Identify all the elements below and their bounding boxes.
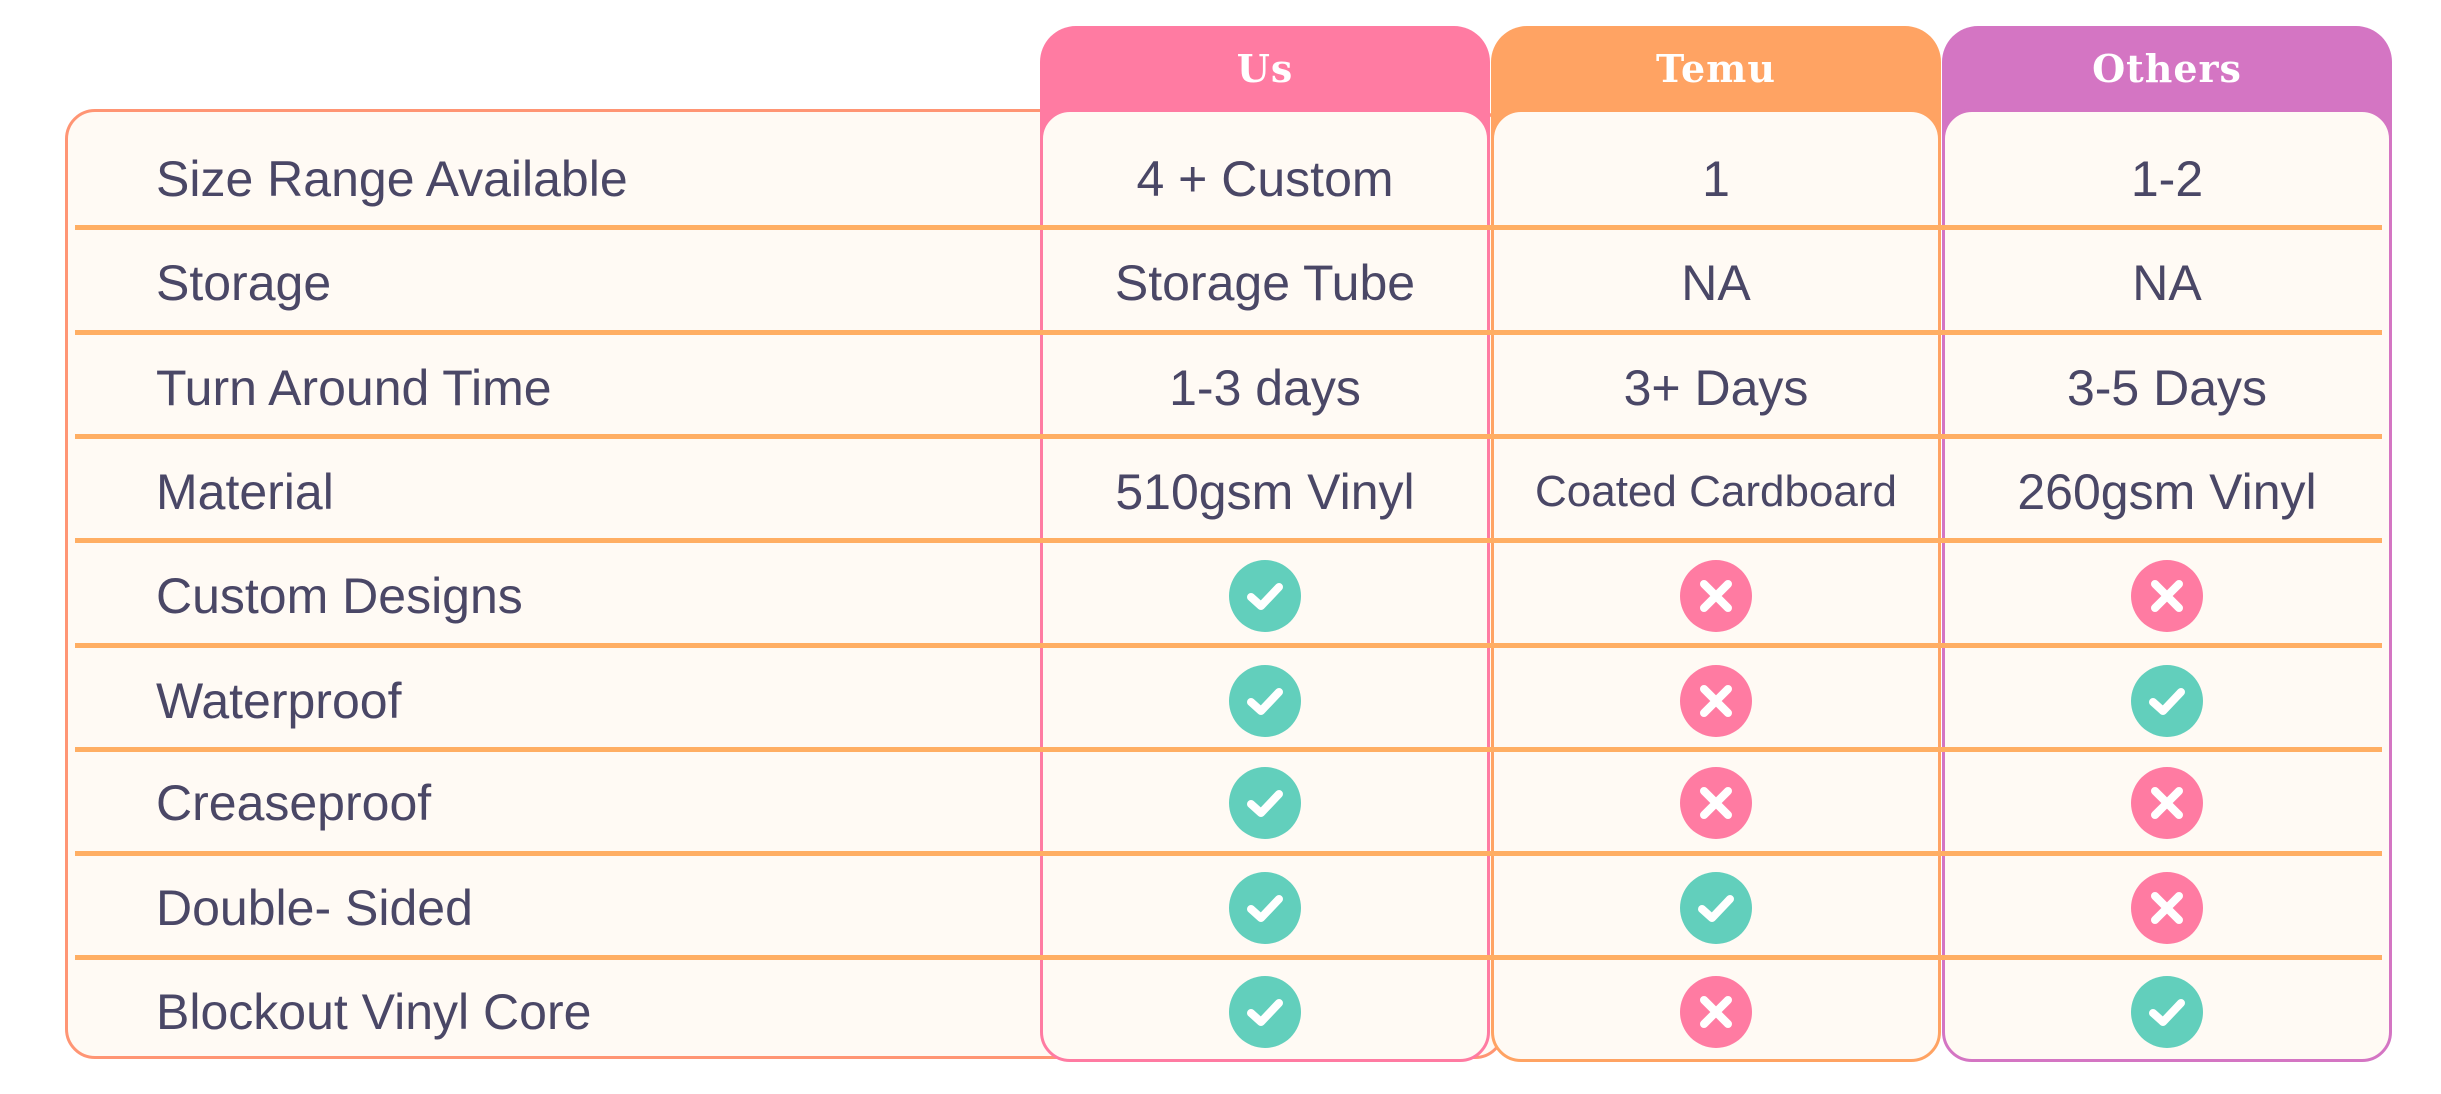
column-temu: Temu — [1491, 26, 1941, 1062]
cross-icon — [2131, 767, 2203, 839]
cross-icon — [2131, 872, 2203, 944]
table-cell: Storage Tube — [1114, 255, 1416, 311]
table-cell: 1-2 — [2130, 151, 2204, 207]
column-header-label: Us — [1236, 46, 1294, 91]
check-icon — [1229, 976, 1301, 1048]
table-cell: NA — [1681, 255, 1751, 311]
cross-icon — [1680, 767, 1752, 839]
table-cell: Coated Cardboard — [1534, 467, 1897, 516]
table-cell: 1 — [1702, 151, 1730, 207]
row-label: Double- Sided — [156, 880, 473, 936]
row-divider — [75, 851, 2382, 856]
table-cell: 3+ Days — [1623, 360, 1809, 416]
row-label: Blockout Vinyl Core — [156, 984, 592, 1040]
cross-icon — [1680, 560, 1752, 632]
row-divider — [75, 225, 2382, 230]
row-label: Size Range Available — [156, 151, 628, 207]
row-divider — [75, 747, 2382, 752]
cross-icon — [2131, 560, 2203, 632]
table-cell: 3-5 Days — [2066, 360, 2268, 416]
row-divider — [75, 330, 2382, 335]
cross-icon — [1680, 665, 1752, 737]
row-label: Waterproof — [156, 673, 402, 729]
table-cell: 260gsm Vinyl — [2017, 464, 2317, 520]
row-label: Custom Designs — [156, 568, 523, 624]
table-cell: 4 + Custom — [1136, 151, 1394, 207]
row-divider — [75, 643, 2382, 648]
check-icon — [2131, 976, 2203, 1048]
column-header-label: Others — [2092, 46, 2242, 91]
row-divider — [75, 434, 2382, 439]
row-label: Storage — [156, 255, 332, 311]
row-divider — [75, 538, 2382, 543]
check-icon — [1229, 767, 1301, 839]
check-icon — [1680, 872, 1752, 944]
row-label: Material — [156, 464, 334, 520]
table-cell: 510gsm Vinyl — [1115, 464, 1415, 520]
row-label: Turn Around Time — [156, 360, 552, 416]
table-cell: NA — [2132, 255, 2202, 311]
table-cell: 1-3 days — [1169, 360, 1361, 416]
check-icon — [1229, 560, 1301, 632]
check-icon — [1229, 872, 1301, 944]
cross-icon — [1680, 976, 1752, 1048]
check-icon — [1229, 665, 1301, 737]
check-icon — [2131, 665, 2203, 737]
row-divider — [75, 955, 2382, 960]
row-label: Creaseproof — [156, 775, 432, 831]
column-header-label: Temu — [1656, 46, 1776, 91]
